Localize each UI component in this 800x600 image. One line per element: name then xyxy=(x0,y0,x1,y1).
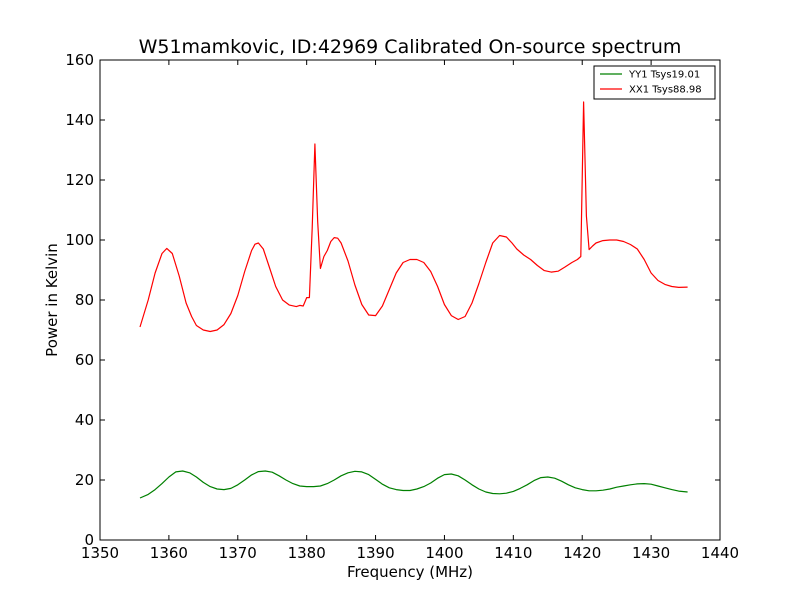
x-tick-label-1: 1360 xyxy=(150,544,188,562)
y-tick-label-4: 80 xyxy=(75,291,94,309)
x-tick-label-9: 1440 xyxy=(701,544,739,562)
legend-label-yy1: YY1 Tsys19.01 xyxy=(628,70,700,81)
series-layer xyxy=(139,101,688,499)
y-tick-label-3: 60 xyxy=(75,351,94,369)
y-tick-label-2: 40 xyxy=(75,411,94,429)
tick-layer: 1350 1360 1370 1380 1390 1400 1410 1420 1430 1440… xyxy=(65,51,739,562)
x-tick-label-2: 1370 xyxy=(219,544,257,562)
x-tick-label-6: 1410 xyxy=(494,544,532,562)
x-tick-label-7: 1420 xyxy=(563,544,601,562)
y-tick-label-5: 100 xyxy=(65,231,94,249)
y-tick-label-1: 20 xyxy=(75,471,94,489)
x-axis-label: Frequency (MHz) xyxy=(347,563,473,581)
legend-label-xx1: XX1 Tsys88.98 xyxy=(629,85,702,96)
chart-title: W51mamkovic, ID:42969 Calibrated On-sour… xyxy=(139,36,682,58)
x-tick-label-8: 1430 xyxy=(632,544,670,562)
y-tick-label-0: 0 xyxy=(84,531,94,549)
plot-area xyxy=(99,59,721,541)
x-tick-label-5: 1400 xyxy=(425,544,463,562)
y-tick-label-8: 160 xyxy=(65,51,94,69)
x-tick-label-0: 1350 xyxy=(81,544,119,562)
y-tick-label-7: 140 xyxy=(65,111,94,129)
series-line-1 xyxy=(139,101,688,333)
legend: YY1 Tsys19.01 XX1 Tsys88.98 xyxy=(593,65,716,100)
x-tick-label-4: 1390 xyxy=(356,544,394,562)
series-line-0 xyxy=(139,470,688,499)
x-tick-label-3: 1380 xyxy=(288,544,326,562)
y-axis-label: Power in Kelvin xyxy=(43,243,61,357)
y-tick-label-6: 120 xyxy=(65,171,94,189)
legend-box xyxy=(593,65,716,100)
